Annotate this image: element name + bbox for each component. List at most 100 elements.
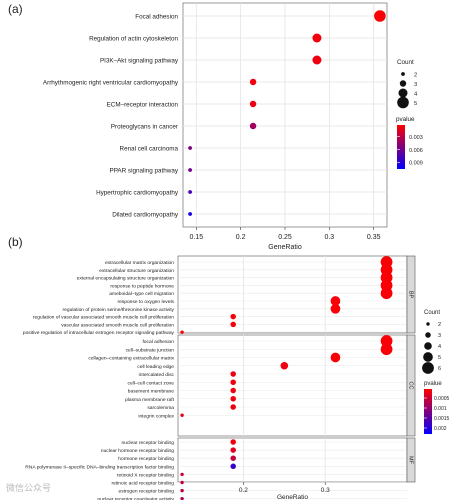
- colorbar: [424, 389, 432, 434]
- data-point: [330, 296, 341, 306]
- data-point: [230, 321, 236, 328]
- data-point: [374, 10, 386, 22]
- size-legend-dot: [398, 88, 408, 98]
- term-label: regulation of protein serine/threonine k…: [63, 307, 175, 313]
- term-label: sarcolemma: [147, 405, 174, 411]
- x-tick-label: 0.35: [367, 234, 381, 241]
- color-legend-title: pvalue: [396, 116, 415, 123]
- term-label: response to peptide hormone: [110, 283, 174, 289]
- size-legend-dot: [423, 352, 433, 362]
- term-label: Hypertrophic cardiomyopathy: [96, 190, 179, 197]
- term-label: Regulation of actin cytoskeleton: [89, 36, 178, 43]
- data-point: [230, 313, 236, 320]
- term-label: vascular associated smooth muscle cell p…: [61, 322, 174, 328]
- term-label: intercalated disc: [139, 372, 175, 378]
- x-tick-label: 0.25: [278, 234, 292, 241]
- data-point: [380, 287, 393, 300]
- x-tick-label: 0.15: [189, 234, 203, 241]
- data-point: [249, 100, 257, 108]
- colorbar-tick-label: 0.006: [409, 148, 423, 154]
- data-point: [230, 387, 236, 394]
- size-legend-label: 4: [438, 344, 441, 350]
- term-label: RNA polymerase II–specific DNA–binding t…: [25, 464, 174, 470]
- x-tick-label: 0.3: [324, 234, 334, 241]
- data-point: [380, 335, 393, 347]
- term-label: estrogen receptor binding: [119, 489, 175, 495]
- data-point: [380, 343, 393, 356]
- size-legend-b: Count 2 3 4 5 6: [422, 310, 441, 374]
- size-legend-label: 2: [414, 72, 417, 78]
- colorbar-tick-label: 0.003: [409, 135, 423, 141]
- facet-plot-area: [177, 255, 408, 334]
- term-label: integrin complex: [138, 413, 174, 419]
- x-tick-label: 0.2: [239, 487, 248, 494]
- size-legend-dot: [397, 96, 409, 109]
- data-point: [188, 168, 192, 172]
- facet-bp: extracellular matrix organization extrace…: [23, 255, 416, 336]
- data-point: [188, 212, 192, 216]
- data-point: [188, 146, 192, 150]
- term-label: cell–substrate junction: [126, 347, 175, 353]
- data-point: [249, 122, 257, 130]
- data-point: [230, 439, 236, 445]
- term-label: external encapsulating structure organiz…: [77, 276, 175, 282]
- term-label: focal adhesion: [142, 339, 174, 345]
- x-axis-label: GeneRatio: [268, 244, 302, 251]
- term-label: extracellular structure organization: [99, 268, 174, 274]
- size-legend-label: 2: [438, 322, 441, 328]
- size-legend-label: 5: [438, 355, 441, 361]
- term-label: collagen–containing extracellular matrix: [88, 356, 174, 362]
- size-legend-title: Count: [397, 59, 414, 66]
- colorbar-tick-label: 0.0005: [434, 396, 450, 402]
- term-label: Renal cell carcinoma: [120, 146, 179, 153]
- color-legend-b: pvalue 0.0005 0.001 0.0015 0.002: [424, 381, 450, 434]
- data-point: [180, 480, 184, 485]
- watermark: 微信公众号: [6, 484, 52, 494]
- term-label: Proteoglycans in cancer: [111, 124, 178, 131]
- term-label: ameboidal–type cell migration: [109, 291, 174, 297]
- data-point: [180, 497, 184, 500]
- data-point: [312, 33, 322, 43]
- panel-label-b: (b): [8, 235, 23, 249]
- size-legend-title: Count: [424, 310, 440, 316]
- facet-strip-label: BP: [408, 291, 414, 299]
- size-legend-label: 6: [438, 366, 441, 372]
- colorbar-tick-label: 0.001: [434, 406, 447, 412]
- term-label: extracellular matrix organization: [105, 260, 174, 266]
- term-label: cell leading edge: [137, 364, 174, 370]
- data-point: [230, 396, 236, 402]
- data-point: [180, 330, 184, 334]
- color-legend-a: pvalue 0.003 0.006 0.009: [396, 116, 423, 169]
- term-label: Dilated cardiomyopathy: [112, 212, 179, 219]
- facet-strip-label: MF: [408, 456, 414, 465]
- colorbar-tick-label: 0.009: [409, 161, 423, 167]
- data-point: [312, 55, 322, 65]
- data-point: [330, 352, 341, 363]
- term-label: Focal adhesion: [135, 14, 178, 21]
- term-label: regulation of vascular associated smooth…: [33, 315, 174, 321]
- term-label: PI3K–Akt signaling pathway: [100, 58, 179, 65]
- term-label: positive regulation of intracellular est…: [23, 330, 175, 336]
- facet-cc: focal adhesion cell–substrate junction col…: [88, 334, 416, 437]
- panel-b: (b)extracellular matrix organizationextr…: [8, 235, 450, 500]
- colorbar: [397, 125, 405, 169]
- term-label: hormone receptor binding: [118, 456, 174, 462]
- data-point: [180, 413, 184, 417]
- data-point: [230, 463, 236, 470]
- size-legend-label: 3: [438, 333, 441, 339]
- data-point: [280, 361, 289, 370]
- data-point: [180, 472, 184, 477]
- data-point: [230, 379, 236, 385]
- size-legend-dot: [425, 332, 431, 338]
- size-legend-label: 4: [414, 91, 418, 97]
- facet-plot-area: [177, 437, 408, 483]
- term-label: retinoid X receptor binding: [117, 472, 174, 478]
- color-legend-title: pvalue: [424, 381, 442, 387]
- facet-strip: [406, 255, 416, 334]
- data-point: [249, 78, 257, 86]
- facet-plot-area: [177, 334, 408, 437]
- term-label: cell–cell contact zone: [128, 380, 175, 386]
- size-legend-dot: [426, 322, 430, 326]
- size-legend-label: 5: [414, 101, 417, 107]
